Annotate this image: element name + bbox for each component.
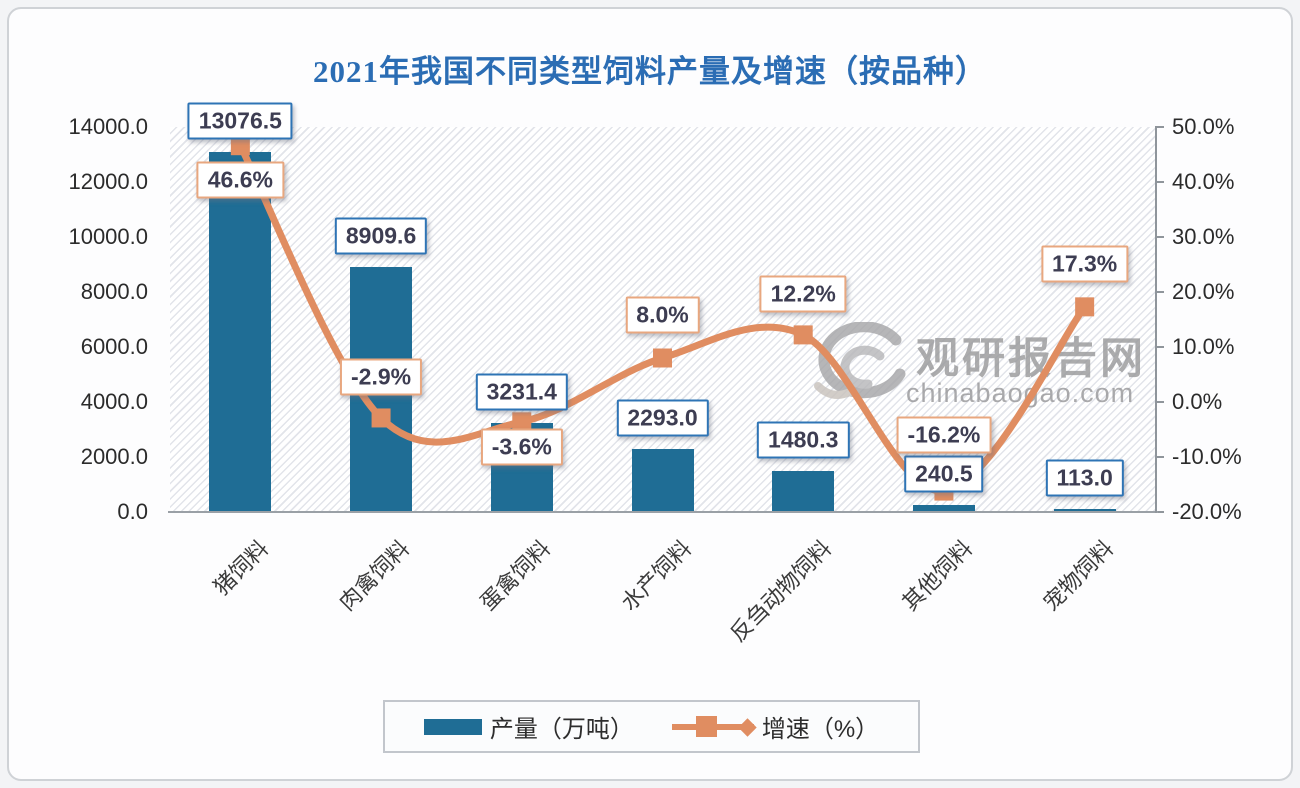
bar-value-label: 2293.0	[616, 399, 709, 437]
secondary-axis-tick	[1155, 236, 1164, 238]
secondary-axis-tick	[1155, 291, 1164, 293]
secondary-axis-tick	[1155, 456, 1164, 458]
secondary-axis-tick	[1155, 401, 1164, 403]
y-axis-tick-label: 2000.0	[80, 444, 148, 469]
bar	[1053, 508, 1116, 512]
growth-value-label: 46.6%	[196, 161, 284, 199]
growth-value-label: -2.9%	[340, 358, 423, 396]
watermark: 观研报告网 chinabaogao.com	[808, 321, 1168, 414]
watermark-logo-icon	[814, 321, 906, 399]
y-axis-tick-label: 6000.0	[80, 334, 148, 359]
growth-line-swatch-icon	[671, 715, 757, 738]
growth-value-label: 8.0%	[625, 296, 700, 334]
secondary-y-axis-line	[1155, 126, 1157, 513]
growth-marker	[230, 136, 250, 156]
growth-marker	[793, 325, 813, 345]
growth-marker	[653, 348, 672, 368]
growth-value-label: -3.6%	[480, 428, 563, 466]
y-axis-tick-label: 8000.0	[80, 279, 148, 304]
secondary-axis-tick-label: 40.0%	[1172, 169, 1235, 194]
secondary-axis-tick-label: 50.0%	[1172, 114, 1235, 139]
y-axis-tick-label: 4000.0	[80, 389, 148, 414]
y-axis-tick-label: 0.0	[117, 499, 148, 524]
legend-production-label: 产量（万吨）	[489, 716, 634, 743]
secondary-axis-tick	[1155, 181, 1164, 183]
secondary-axis-tick-label: 20.0%	[1172, 279, 1235, 304]
secondary-axis-tick	[1155, 346, 1164, 348]
legend-production-item: 产量（万吨）	[423, 709, 634, 744]
growth-marker	[371, 408, 391, 428]
bar-value-label: 3231.4	[475, 373, 568, 411]
legend-growth-item: 增速（%）	[671, 709, 880, 744]
bar	[631, 448, 694, 512]
growth-value-label: -16.2%	[896, 416, 992, 454]
secondary-axis-tick-label: -20.0%	[1172, 499, 1242, 524]
secondary-axis-tick-label: 10.0%	[1172, 334, 1235, 359]
y-axis-tick-label: 10000.0	[68, 224, 148, 249]
secondary-axis-tick	[1155, 126, 1164, 128]
secondary-axis-tick-label: 0.0%	[1172, 389, 1223, 414]
legend: 产量（万吨） 增速（%）	[383, 700, 920, 753]
growth-value-label: 12.2%	[759, 275, 847, 313]
bar	[772, 471, 835, 512]
x-axis-line	[168, 511, 1158, 513]
production-bar-swatch-icon	[423, 718, 482, 735]
y-axis-tick-label: 12000.0	[68, 169, 148, 194]
bar-value-label: 1480.3	[757, 421, 850, 459]
legend-growth-label: 增速（%）	[761, 716, 880, 743]
bar-value-label: 113.0	[1045, 459, 1124, 497]
growth-marker	[1075, 297, 1095, 317]
watermark-brand: 观研报告网	[916, 335, 1146, 383]
y-axis-tick-label: 14000.0	[68, 114, 148, 139]
growth-marker	[512, 412, 532, 432]
bar-value-label: 8909.6	[334, 217, 428, 255]
bar	[209, 152, 272, 512]
bar	[912, 505, 975, 512]
bar-value-label: 13076.5	[187, 102, 293, 140]
secondary-axis-tick	[1155, 511, 1164, 513]
watermark-domain: chinabaogao.com	[906, 378, 1135, 408]
chart-title: 2021年我国不同类型饲料产量及增速（按品种）	[313, 54, 987, 89]
secondary-axis-tick-label: 30.0%	[1172, 224, 1235, 249]
growth-value-label: 17.3%	[1041, 245, 1129, 283]
secondary-axis-tick-label: -10.0%	[1172, 444, 1242, 469]
bar-value-label: 240.5	[904, 455, 984, 493]
